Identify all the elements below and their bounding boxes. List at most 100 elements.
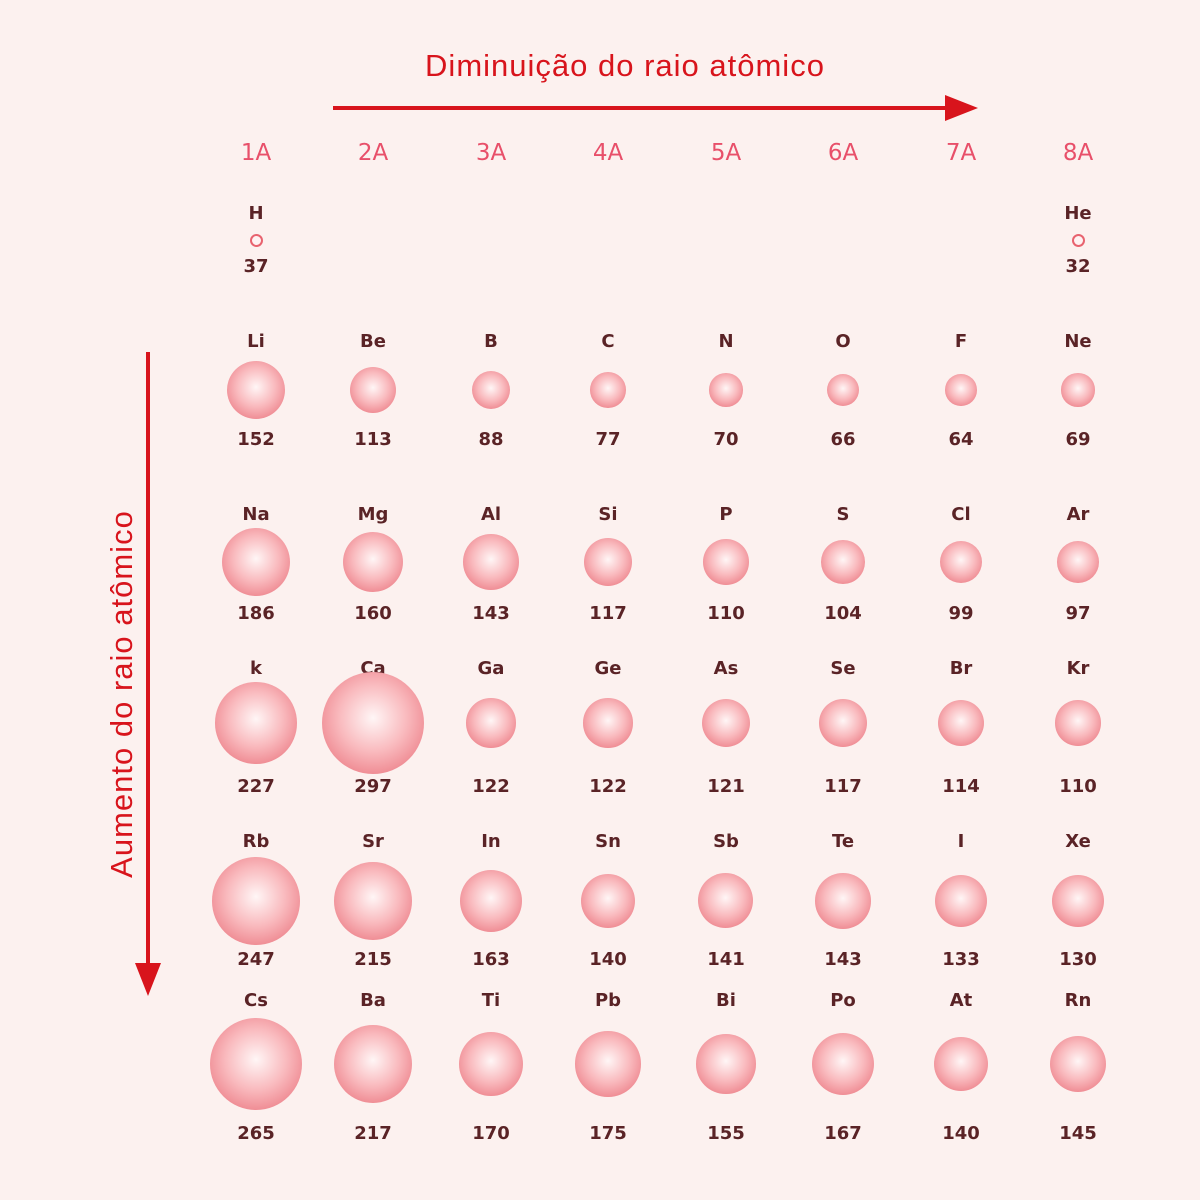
- atom-circle-c: [590, 372, 626, 408]
- atom-circle-sb: [698, 873, 754, 929]
- atom-circle-ar: [1057, 541, 1099, 583]
- element-symbol-he: He: [1064, 203, 1092, 224]
- element-symbol-na: Na: [242, 504, 270, 525]
- atom-circle-ge: [583, 698, 633, 748]
- atomic-radius-value-rb: 247: [237, 949, 275, 970]
- element-symbol-i: I: [957, 831, 965, 852]
- atomic-radius-value-ar: 97: [1065, 603, 1091, 624]
- element-symbol-mg: Mg: [357, 504, 389, 525]
- atomic-radius-value-ge: 122: [589, 776, 627, 797]
- atomic-radius-value-be: 113: [354, 429, 392, 450]
- atom-circle-o: [826, 373, 860, 407]
- atom-circle-rn: [1049, 1035, 1107, 1093]
- atom-circle-al: [463, 534, 519, 590]
- element-symbol-c: C: [601, 331, 615, 352]
- atom-circle-ti: [459, 1032, 523, 1096]
- atom-circle-br: [937, 699, 985, 747]
- atomic-radius-value-ba: 217: [354, 1123, 392, 1144]
- atom-circle-mg: [342, 531, 404, 593]
- atomic-radius-value-br: 114: [942, 776, 980, 797]
- atomic-radius-value-n: 70: [713, 429, 739, 450]
- element-symbol-k: k: [250, 658, 262, 679]
- element-symbol-as: As: [713, 658, 739, 679]
- group-label-2a: 2A: [357, 140, 389, 166]
- atom-circle-f: [945, 374, 977, 406]
- atom-circle-i: [934, 874, 988, 928]
- atomic-radius-value-al: 143: [472, 603, 510, 624]
- atom-circle-sr: [334, 862, 412, 940]
- element-symbol-ge: Ge: [594, 658, 622, 679]
- atomic-radius-value-b: 88: [478, 429, 504, 450]
- atomic-radius-value-k: 227: [237, 776, 275, 797]
- atomic-radius-value-se: 117: [824, 776, 862, 797]
- atomic-radius-value-s: 104: [824, 603, 862, 624]
- atomic-radius-value-o: 66: [830, 429, 856, 450]
- atom-circle-s: [821, 540, 865, 584]
- atom-circle-at: [933, 1036, 989, 1092]
- element-symbol-pb: Pb: [594, 990, 622, 1011]
- element-symbol-b: B: [484, 331, 498, 352]
- atom-circle-as: [701, 698, 751, 748]
- atom-circle-pb: [575, 1031, 641, 1097]
- atomic-radius-value-si: 117: [589, 603, 627, 624]
- atom-circle-n: [709, 373, 743, 407]
- element-symbol-ga: Ga: [477, 658, 505, 679]
- element-symbol-li: Li: [247, 331, 265, 352]
- group-label-1a: 1A: [240, 140, 272, 166]
- element-symbol-sn: Sn: [595, 831, 621, 852]
- atomic-radius-value-f: 64: [948, 429, 974, 450]
- atomic-radius-value-sn: 140: [589, 949, 627, 970]
- atomic-radius-value-in: 163: [472, 949, 510, 970]
- atom-circle-kr: [1055, 700, 1101, 746]
- atomic-radius-value-po: 167: [824, 1123, 862, 1144]
- element-symbol-n: N: [718, 331, 734, 352]
- element-symbol-sr: Sr: [362, 831, 384, 852]
- element-symbol-xe: Xe: [1065, 831, 1091, 852]
- atomic-radius-value-mg: 160: [354, 603, 392, 624]
- atomic-radius-value-p: 110: [707, 603, 745, 624]
- atom-circle-se: [819, 699, 867, 747]
- atom-circle-si: [584, 538, 632, 586]
- group-label-5a: 5A: [710, 140, 742, 166]
- element-symbol-o: O: [835, 331, 851, 352]
- element-symbol-al: Al: [480, 504, 502, 525]
- group-label-6a: 6A: [827, 140, 859, 166]
- atomic-radius-value-xe: 130: [1059, 949, 1097, 970]
- vertical-arrow: [135, 352, 161, 996]
- atomic-radius-value-ga: 122: [472, 776, 510, 797]
- atomic-radius-value-i: 133: [942, 949, 980, 970]
- atom-circle-b: [471, 370, 511, 410]
- atomic-radius-value-kr: 110: [1059, 776, 1097, 797]
- element-symbol-rn: Rn: [1064, 990, 1092, 1011]
- element-symbol-po: Po: [830, 990, 856, 1011]
- atom-circle-he: [1071, 233, 1085, 247]
- element-symbol-p: P: [719, 504, 733, 525]
- element-symbol-rb: Rb: [242, 831, 270, 852]
- element-symbol-f: F: [954, 331, 968, 352]
- group-label-3a: 3A: [475, 140, 507, 166]
- atom-circle-na: [221, 527, 291, 597]
- element-symbol-si: Si: [598, 504, 618, 525]
- element-symbol-in: In: [481, 831, 501, 852]
- horizontal-arrow: [333, 95, 978, 121]
- atom-circle-k: [215, 682, 297, 764]
- element-symbol-bi: Bi: [716, 990, 736, 1011]
- atomic-radius-value-te: 143: [824, 949, 862, 970]
- group-label-8a: 8A: [1062, 140, 1094, 166]
- atomic-radius-value-cl: 99: [948, 603, 974, 624]
- atomic-radius-value-he: 32: [1065, 256, 1091, 277]
- atomic-radius-value-ti: 170: [472, 1123, 510, 1144]
- atomic-radius-value-c: 77: [595, 429, 621, 450]
- atomic-radius-value-sb: 141: [707, 949, 745, 970]
- atom-circle-sn: [580, 873, 636, 929]
- atom-circle-p: [703, 539, 749, 585]
- element-symbol-ar: Ar: [1066, 504, 1090, 525]
- atom-circle-cl: [939, 540, 983, 584]
- element-symbol-te: Te: [831, 831, 855, 852]
- atom-circle-ga: [466, 698, 516, 748]
- group-label-7a: 7A: [945, 140, 977, 166]
- element-symbol-se: Se: [830, 658, 856, 679]
- element-symbol-cs: Cs: [244, 990, 268, 1011]
- atom-circle-po: [811, 1032, 875, 1096]
